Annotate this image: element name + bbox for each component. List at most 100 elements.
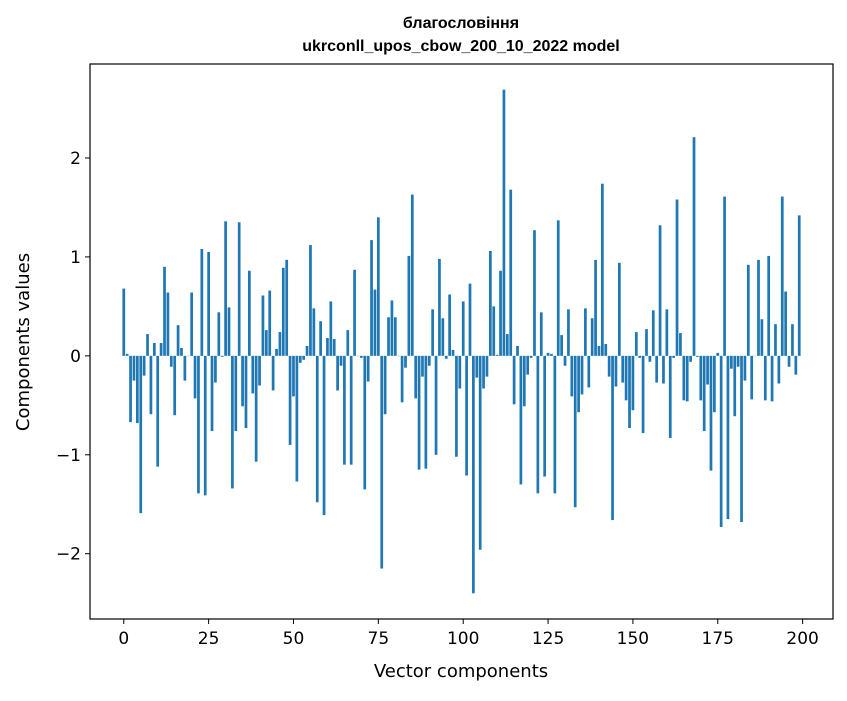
bar-component-119	[526, 356, 529, 375]
bar-component-72	[367, 356, 370, 382]
y-tick-label: 1	[70, 248, 81, 268]
bar-component-39	[255, 356, 258, 462]
bar-component-15	[173, 356, 176, 415]
bar-component-75	[377, 217, 380, 356]
bar-component-10	[156, 356, 159, 467]
bar-component-3	[133, 356, 136, 381]
bar-component-143	[608, 356, 611, 377]
bar-component-167	[689, 356, 692, 362]
bar-component-91	[431, 309, 434, 356]
y-tick-label: −2	[56, 545, 81, 565]
bar-component-146	[618, 263, 621, 356]
bar-component-90	[428, 356, 431, 366]
x-tick-label: 100	[447, 629, 479, 649]
bar-component-129	[560, 335, 563, 356]
bar-component-7	[146, 334, 149, 356]
bar-component-105	[479, 356, 482, 550]
bar-component-11	[160, 343, 163, 356]
bar-component-14	[170, 356, 173, 367]
bar-component-189	[764, 356, 767, 401]
bar-component-9	[153, 343, 156, 356]
bar-component-6	[143, 356, 146, 376]
bar-component-51	[296, 356, 299, 482]
bar-component-192	[774, 324, 777, 356]
bar-component-191	[771, 356, 774, 402]
bar-component-190	[767, 256, 770, 356]
bar-component-122	[537, 356, 540, 494]
bar-component-54	[306, 346, 309, 356]
bar-component-104	[475, 356, 478, 378]
bar-component-116	[516, 346, 519, 356]
bar-component-30	[224, 221, 227, 356]
bar-component-101	[465, 356, 468, 476]
bar-component-1	[126, 354, 129, 356]
bar-component-130	[564, 356, 567, 366]
bar-component-197	[791, 324, 794, 356]
bar-component-46	[279, 332, 282, 356]
bar-component-134	[577, 356, 580, 412]
bar-component-5	[139, 356, 142, 513]
bar-component-79	[391, 300, 394, 355]
bar-component-71	[363, 356, 366, 490]
bar-component-120	[530, 356, 533, 358]
bar-component-52	[299, 356, 302, 363]
bar-component-160	[665, 309, 668, 356]
bar-component-73	[370, 240, 373, 356]
bar-component-62	[333, 339, 336, 356]
bar-component-106	[482, 356, 485, 389]
bar-component-140	[598, 346, 601, 356]
bar-component-2	[129, 356, 132, 422]
bar-component-97	[452, 350, 455, 356]
bar-component-38	[251, 356, 254, 394]
bar-component-44	[272, 356, 275, 391]
bar-component-179	[730, 356, 733, 369]
bar-component-18	[184, 356, 187, 381]
bar-component-83	[404, 356, 407, 368]
bar-component-41	[262, 296, 265, 356]
bar-component-177	[723, 197, 726, 356]
bar-component-45	[275, 349, 278, 356]
bar-component-93	[438, 259, 441, 356]
bar-component-124	[543, 356, 546, 477]
bar-component-164	[679, 333, 682, 356]
bar-component-166	[686, 356, 689, 402]
bar-component-53	[302, 356, 305, 360]
bar-component-65	[343, 356, 346, 465]
bar-component-61	[329, 301, 332, 355]
bar-component-121	[533, 230, 536, 356]
chart-title-line-1: благословіння	[403, 15, 519, 32]
bar-component-165	[682, 356, 685, 401]
bar-component-176	[720, 356, 723, 527]
bar-component-12	[163, 267, 166, 356]
bar-component-153	[642, 356, 645, 433]
bar-component-109	[492, 306, 495, 355]
bar-component-50	[292, 356, 295, 397]
bar-component-49	[289, 356, 292, 445]
bar-component-163	[676, 200, 679, 356]
bar-component-87	[418, 356, 421, 470]
bar-component-112	[503, 90, 506, 356]
bar-component-100	[462, 301, 465, 355]
bar-component-168	[693, 137, 696, 356]
bar-component-172	[706, 356, 709, 385]
bar-component-59	[323, 356, 326, 515]
bar-component-181	[737, 356, 740, 367]
bar-component-47	[282, 268, 285, 356]
bar-component-183	[744, 356, 747, 381]
x-tick-label: 25	[198, 629, 220, 649]
bar-component-138	[591, 318, 594, 356]
bar-component-64	[340, 356, 343, 366]
x-tick-label: 75	[368, 629, 390, 649]
bar-component-80	[394, 317, 397, 356]
bar-component-77	[384, 356, 387, 414]
bar-component-40	[258, 356, 261, 386]
bar-component-113	[506, 334, 509, 356]
bar-component-145	[615, 356, 618, 387]
bar-component-141	[601, 184, 604, 356]
bar-component-89	[425, 356, 428, 469]
bar-component-88	[421, 356, 424, 377]
bar-component-108	[489, 251, 492, 356]
bar-component-126	[550, 354, 553, 356]
bar-component-114	[509, 190, 512, 356]
